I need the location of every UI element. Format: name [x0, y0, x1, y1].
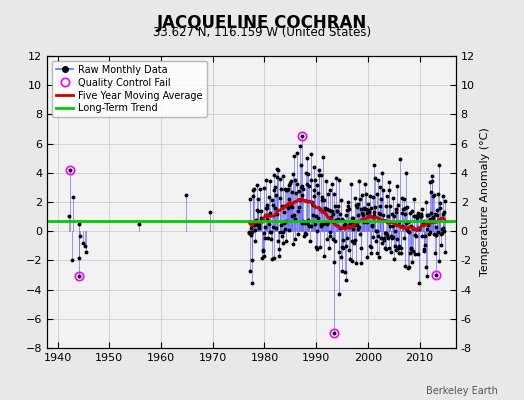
Text: JACQUELINE COCHRAN: JACQUELINE COCHRAN — [157, 14, 367, 32]
Y-axis label: Temperature Anomaly (°C): Temperature Anomaly (°C) — [481, 128, 490, 276]
Text: Berkeley Earth: Berkeley Earth — [426, 386, 498, 396]
Text: 33.627 N, 116.159 W (United States): 33.627 N, 116.159 W (United States) — [153, 26, 371, 39]
Legend: Raw Monthly Data, Quality Control Fail, Five Year Moving Average, Long-Term Tren: Raw Monthly Data, Quality Control Fail, … — [52, 61, 206, 117]
